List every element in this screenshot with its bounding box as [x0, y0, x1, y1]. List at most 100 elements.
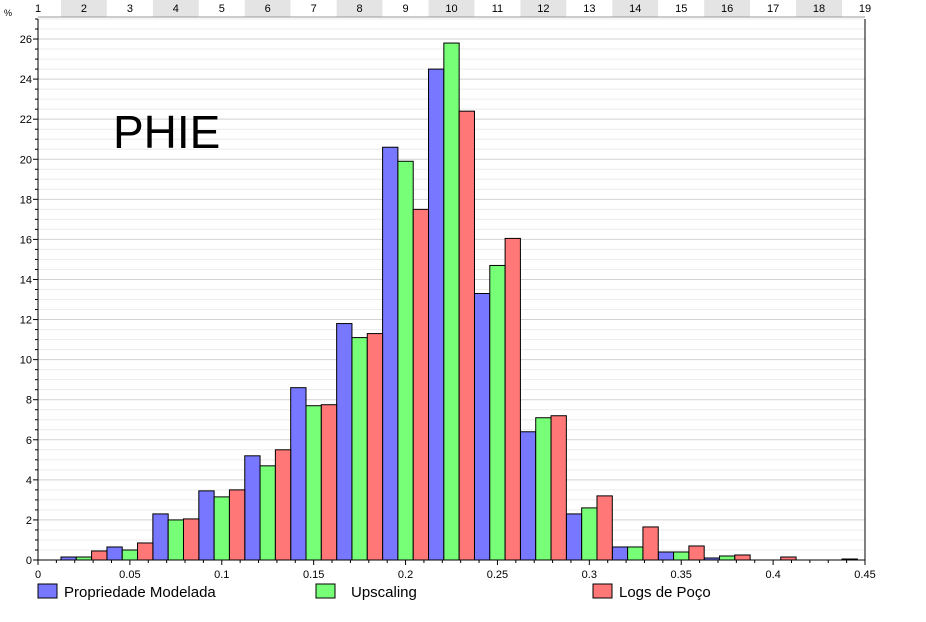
- bar: [213, 496, 230, 561]
- bin-number-label: 7: [311, 3, 317, 15]
- bin-number-label: 19: [859, 3, 871, 15]
- bar: [673, 551, 690, 561]
- bar: [443, 42, 460, 561]
- x-tick-label: 0: [35, 569, 41, 581]
- bar: [106, 546, 123, 561]
- y-tick-label: 12: [20, 315, 32, 327]
- bar: [167, 519, 184, 561]
- bin-header-cell: [750, 0, 797, 17]
- bar: [412, 208, 430, 561]
- bin-number-label: 16: [721, 3, 733, 15]
- legend: Propriedade Modelada Upscaling Logs de Poç…: [37, 583, 711, 601]
- bin-header-cell: [520, 0, 567, 17]
- bar: [473, 293, 491, 561]
- bin-header-cell: [796, 0, 843, 17]
- y-tick-label: 20: [20, 154, 32, 166]
- bin-header-cell: [60, 0, 107, 17]
- bar: [290, 387, 307, 561]
- bar: [504, 237, 521, 561]
- bin-number-label: 14: [629, 3, 641, 15]
- bar: [121, 549, 139, 561]
- bin-number-label: 6: [265, 3, 271, 15]
- bar: [550, 415, 567, 561]
- bin-header-cell: [382, 0, 429, 17]
- bin-header-cell: [842, 0, 888, 17]
- bar: [397, 160, 414, 561]
- bar: [228, 489, 246, 561]
- bin-header-cell: [658, 0, 705, 17]
- y-tick-label: 10: [20, 355, 32, 367]
- y-tick-label: 18: [20, 194, 32, 206]
- bar: [627, 546, 644, 561]
- x-tick-label: 0.4: [765, 569, 780, 581]
- bin-number-label: 13: [583, 3, 595, 15]
- bar: [382, 146, 399, 561]
- y-tick-label: 8: [26, 395, 32, 407]
- bar: [642, 526, 659, 561]
- bin-header-cell: [38, 0, 61, 17]
- x-tick-label: 0.1: [214, 569, 229, 581]
- bar: [244, 455, 261, 561]
- bar: [320, 404, 338, 561]
- bin-number-label: 2: [81, 3, 87, 15]
- bin-number-label: 15: [675, 3, 687, 15]
- bin-number-label: 1: [35, 3, 41, 15]
- bin-header-cell: [106, 0, 153, 17]
- bar: [428, 68, 445, 561]
- legend-label: Propriedade Modelada: [64, 584, 216, 601]
- bar: [611, 546, 629, 561]
- bin-number-label: 10: [445, 3, 457, 15]
- x-tick-label: 0.25: [487, 569, 508, 581]
- bar: [734, 554, 751, 561]
- bar: [458, 110, 475, 561]
- bar: [581, 507, 598, 561]
- x-tick-label: 0.45: [854, 569, 875, 581]
- bar: [198, 490, 215, 561]
- bar: [137, 542, 154, 561]
- bin-number-label: 4: [173, 3, 179, 15]
- x-axis-ticks: 0 0.05 0.1 0.15 0.2 0.25 0.3 0.35 0.4 0.45: [35, 560, 876, 581]
- y-axis-unit-label: %: [4, 8, 12, 18]
- bin-number-label: 5: [219, 3, 225, 15]
- bar: [274, 449, 292, 561]
- bin-number-label: 18: [813, 3, 825, 15]
- bin-header-cell: [704, 0, 751, 17]
- bin-number-label: 17: [767, 3, 779, 15]
- x-tick-label: 0.05: [119, 569, 140, 581]
- bar: [91, 550, 108, 561]
- bar: [596, 495, 613, 561]
- bin-header-cell: [290, 0, 337, 17]
- bar: [657, 551, 675, 561]
- legend-label: Logs de Poço: [619, 584, 711, 601]
- y-tick-label: 2: [26, 515, 32, 527]
- bar: [565, 513, 583, 561]
- chart-title: PHIE: [113, 106, 220, 158]
- bin-number-label: 11: [492, 3, 503, 15]
- bin-header-cell: [198, 0, 245, 17]
- x-tick-label: 0.35: [671, 569, 692, 581]
- y-tick-label: 6: [26, 435, 32, 447]
- y-tick-label: 16: [20, 234, 32, 246]
- y-tick-label: 4: [26, 475, 32, 487]
- bin-header-cell: [336, 0, 383, 17]
- bin-number-label: 3: [127, 3, 133, 15]
- y-tick-label: 0: [26, 555, 32, 567]
- bar: [535, 417, 552, 561]
- legend-swatch: [37, 583, 58, 599]
- y-tick-label: 22: [20, 114, 32, 126]
- bin-number-label: 12: [537, 3, 549, 15]
- bin-header-cell: [428, 0, 475, 17]
- bar: [182, 518, 200, 561]
- bar: [719, 555, 736, 561]
- bar: [259, 465, 276, 561]
- bin-header-cell: [152, 0, 199, 17]
- bar: [688, 545, 705, 561]
- bin-number-label: 9: [402, 3, 408, 15]
- bar: [305, 405, 322, 561]
- bin-number-header: 1 2 3 4 5 6 7 8 9 10 11 12 13 14 15 16 17 18 19: [35, 0, 888, 18]
- legend-label: Upscaling: [351, 584, 417, 601]
- legend-swatch: [592, 583, 613, 599]
- bin-header-cell: [244, 0, 291, 17]
- x-tick-label: 0.2: [398, 569, 413, 581]
